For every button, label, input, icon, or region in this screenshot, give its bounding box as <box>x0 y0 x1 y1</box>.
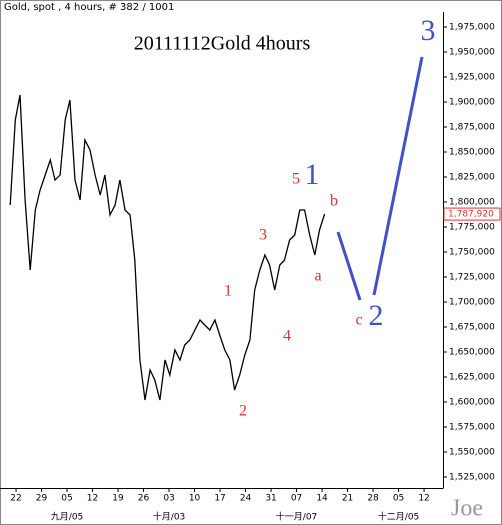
y-tick-label: 1,875,000 <box>449 123 495 133</box>
x-tick-label: 28 <box>367 494 379 504</box>
y-tick-label: 1,600,000 <box>449 398 495 408</box>
wave-label: 4 <box>283 328 291 345</box>
y-tick-label: 1,650,000 <box>449 348 495 358</box>
x-tick-label: 24 <box>240 494 252 504</box>
y-tick-label: 1,550,000 <box>449 448 495 458</box>
month-label: 十二月/05 <box>378 511 420 523</box>
x-tick-label: 10 <box>189 494 201 504</box>
y-tick-label: 1,950,000 <box>449 48 495 58</box>
y-tick-label: 1,900,000 <box>449 98 495 108</box>
wave-label: 5 <box>292 171 300 188</box>
projection-c <box>336 231 362 301</box>
y-tick-label: 1,575,000 <box>449 423 495 433</box>
y-tick-label: 1,975,000 <box>449 23 495 33</box>
month-label: 九月/05 <box>51 512 84 523</box>
x-tick-label: 03 <box>163 494 174 504</box>
projection-3 <box>372 56 424 296</box>
month-label: 十月/03 <box>153 511 186 523</box>
x-tick-label: 29 <box>36 494 48 504</box>
y-tick-label: 1,825,000 <box>449 173 495 183</box>
y-tick-label: 1,750,000 <box>449 248 495 258</box>
watermark: Joe <box>451 496 483 522</box>
last-price-label: 1,787,920 <box>448 210 494 220</box>
wave-label: 3 <box>259 227 267 244</box>
x-tick-label: 05 <box>61 494 72 504</box>
wave-label: c <box>355 312 362 329</box>
chart-title: 20111112Gold 4hours <box>134 33 311 55</box>
y-tick-label: 1,625,000 <box>449 373 495 383</box>
wave-label: a <box>314 268 321 285</box>
wave-target: 1 <box>305 158 320 191</box>
y-tick-label: 1,525,000 <box>449 473 495 483</box>
wave-target: 2 <box>369 299 384 332</box>
x-tick-label: 21 <box>342 494 353 504</box>
header: Gold, spot , 4 hours, # 382 / 1001 <box>4 2 174 13</box>
y-tick-label: 1,850,000 <box>449 148 495 158</box>
wave-label: b <box>330 193 338 210</box>
wave-target: 3 <box>421 14 436 47</box>
y-tick-label: 1,675,000 <box>449 323 495 333</box>
x-tick-label: 26 <box>138 494 150 504</box>
y-tick-label: 1,725,000 <box>449 273 495 283</box>
x-tick-label: 05 <box>393 494 404 504</box>
month-label: 十一月/07 <box>276 511 318 523</box>
y-tick-label: 1,800,000 <box>449 198 495 208</box>
y-tick-label: 1,775,000 <box>449 223 495 233</box>
x-tick-label: 17 <box>214 494 225 504</box>
x-tick-label: 31 <box>265 494 276 504</box>
last-price-box <box>443 207 501 221</box>
x-tick-label: 14 <box>316 494 328 504</box>
y-tick-label: 1,925,000 <box>449 73 495 83</box>
x-tick-label: 12 <box>87 494 98 504</box>
x-tick-label: 07 <box>291 494 302 504</box>
wave-label: 2 <box>239 403 247 420</box>
x-tick-label: 12 <box>418 494 429 504</box>
x-tick-label: 19 <box>112 494 124 504</box>
wave-label: 1 <box>224 283 232 300</box>
price-line <box>9 94 326 401</box>
x-tick-label: 22 <box>10 494 21 504</box>
y-tick-label: 1,700,000 <box>449 298 495 308</box>
